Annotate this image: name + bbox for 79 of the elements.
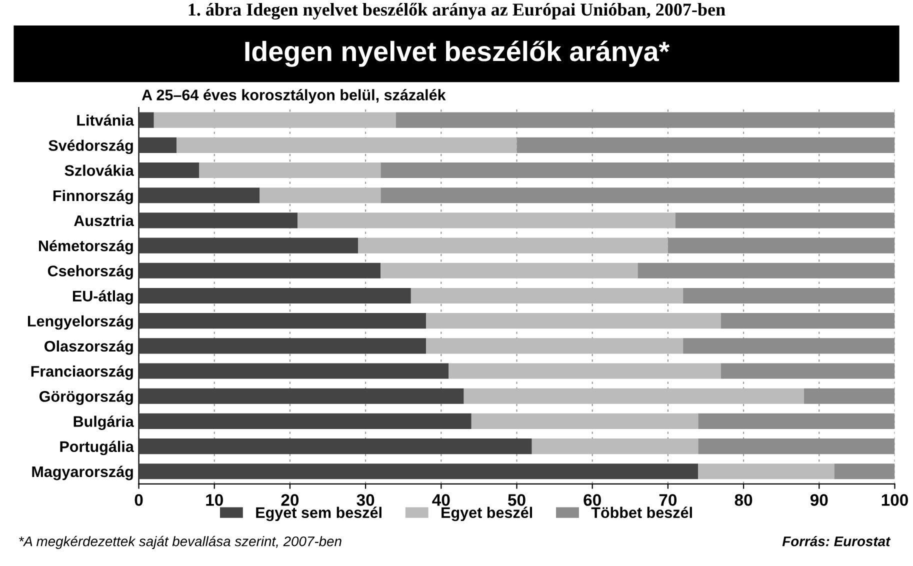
x-tick-label: 20: [281, 494, 299, 506]
bar: [516, 137, 895, 153]
bar: [396, 112, 895, 128]
y-tick-label: Csehország: [48, 265, 133, 280]
x-tick-label: 90: [810, 494, 828, 506]
bar: [676, 212, 895, 228]
y-tick-label: Bulgária: [74, 416, 134, 430]
x-tick-label: 70: [659, 494, 677, 506]
x-tick-label: 50: [508, 494, 526, 506]
chart-title: Idegen nyelvet beszélők aránya*: [245, 40, 670, 67]
x-tick-label: 0: [134, 494, 143, 506]
y-tick-label: Franciaország: [31, 365, 133, 380]
bar: [138, 137, 177, 153]
bar: [532, 438, 698, 454]
bar: [426, 313, 721, 329]
bar: [683, 338, 895, 354]
bar: [380, 188, 895, 204]
x-tick-label: 10: [206, 494, 223, 506]
bar: [176, 137, 517, 153]
bar: [154, 112, 396, 128]
bar: [698, 413, 895, 429]
bar: [138, 188, 260, 204]
bar: [410, 288, 684, 304]
text: 1. ábra Idegen nyelvet beszélők aránya az Európai Unióban, 2007-ben: [188, 2, 726, 20]
bar: [471, 413, 698, 429]
y-tick-label: EU-átlag: [72, 290, 133, 305]
bar: [138, 262, 381, 278]
bar: [668, 238, 895, 254]
bar: [138, 464, 698, 480]
chart-subtitle: A 25–64 éves korosztályon belül, százalék: [142, 89, 446, 104]
bar: [138, 162, 200, 178]
y-tick-label: Svédország: [48, 140, 133, 154]
bar: [138, 363, 449, 379]
bar: [138, 388, 464, 404]
bar: [138, 313, 426, 329]
x-tick-label: 30: [356, 494, 374, 506]
bar: [720, 313, 895, 329]
bar: [683, 288, 895, 304]
bar: [448, 363, 721, 379]
y-tick-label: Németország: [39, 240, 133, 254]
bar: [138, 112, 154, 128]
bar: [138, 288, 411, 304]
legend-label: Többet beszél: [591, 506, 692, 518]
bar: [638, 262, 895, 278]
bar: [358, 238, 668, 254]
y-tick-label: Ausztria: [74, 214, 134, 226]
bar: [199, 162, 381, 178]
bar: [138, 438, 532, 454]
y-tick-label: Portugália: [60, 440, 134, 456]
y-tick-label: Magyarország: [32, 466, 133, 480]
y-tick-label: Olaszország: [44, 340, 133, 355]
bar: [380, 162, 895, 178]
bar: [834, 464, 895, 480]
bar: [720, 363, 895, 379]
bar: [138, 238, 358, 254]
x-tick-label: 40: [432, 494, 450, 506]
y-tick-label: Görögország: [39, 390, 133, 405]
bar: [426, 338, 684, 354]
bar: [138, 413, 472, 429]
x-tick-label: 80: [734, 494, 752, 506]
bar: [698, 438, 895, 454]
legend-label: Egyet sem beszél: [256, 506, 382, 522]
bar: [380, 262, 638, 278]
y-tick-label: Szlovákia: [64, 164, 134, 176]
x-tick-label: 100: [882, 494, 908, 506]
text: *A megkérdezettek saját bevallása szerint, 2007-ben: [19, 536, 342, 550]
y-tick-label: Litvánia: [77, 114, 134, 126]
legend-label: Egyet beszél: [442, 506, 532, 522]
x-tick-label: 60: [584, 494, 601, 506]
text: Forrás: Eurostat: [782, 536, 891, 546]
y-tick-label: Lengyelország: [28, 315, 133, 330]
y-tick-label: Finnország: [53, 190, 133, 204]
bar: [298, 212, 676, 228]
bar: [260, 188, 381, 204]
bar: [698, 464, 834, 480]
bar: [138, 212, 298, 228]
bar: [138, 338, 426, 354]
bar: [464, 388, 804, 404]
bar: [804, 388, 895, 404]
